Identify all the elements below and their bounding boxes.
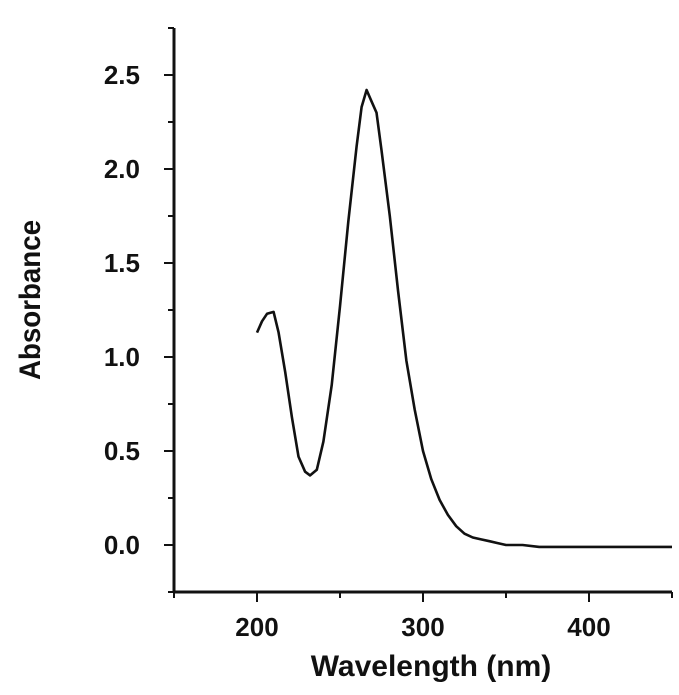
y-tick-label: 2.5 <box>104 60 140 90</box>
y-tick-label: 1.5 <box>104 248 140 278</box>
x-axis-title: Wavelength (nm) <box>311 650 552 683</box>
x-tick-label: 400 <box>567 612 610 642</box>
series-line <box>255 88 672 549</box>
x-tick-label: 300 <box>401 612 444 642</box>
y-tick-label: 2.0 <box>104 154 140 184</box>
x-axis-ticks: 200 300 400 <box>173 592 673 642</box>
y-axis-title: Absorbance <box>14 220 47 380</box>
y-tick-label: 0.0 <box>104 530 140 560</box>
y-tick-label: 1.0 <box>104 342 140 372</box>
y-axis-ticks: 0.0 0.5 1.0 1.5 2.0 2.5 <box>104 27 174 593</box>
y-tick-label: 0.5 <box>104 436 140 466</box>
x-tick-label: 200 <box>235 612 278 642</box>
